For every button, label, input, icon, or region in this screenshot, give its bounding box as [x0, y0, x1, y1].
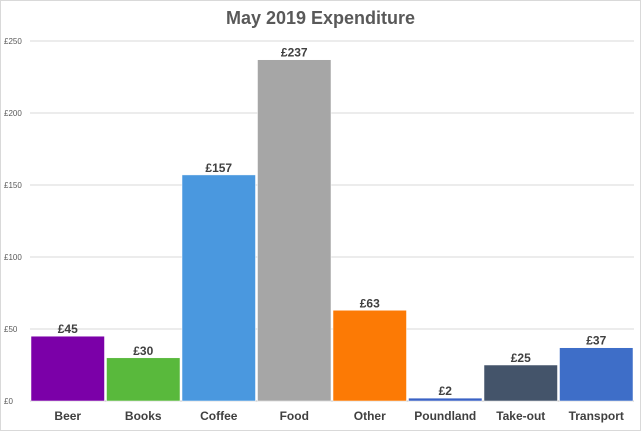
y-tick-label: £150 [4, 181, 22, 190]
x-tick-label: Books [125, 409, 162, 423]
y-tick-label: £50 [4, 325, 18, 334]
x-tick-label: Coffee [200, 409, 238, 423]
x-tick-label: Poundland [414, 409, 476, 423]
x-tick-label: Beer [54, 409, 81, 423]
bar-books[interactable] [106, 357, 181, 402]
data-label: £2 [439, 384, 453, 398]
bar-poundland[interactable] [408, 397, 483, 402]
bar-other[interactable] [332, 310, 407, 402]
data-label: £157 [205, 161, 232, 175]
data-label: £45 [58, 322, 78, 336]
bar-beer[interactable] [30, 335, 105, 402]
bar-coffee[interactable] [181, 174, 256, 402]
bar-food[interactable] [257, 59, 332, 402]
data-label: £237 [281, 46, 308, 60]
x-tick-label: Food [280, 409, 309, 423]
y-tick-label: £250 [4, 37, 22, 46]
data-label: £25 [511, 351, 531, 365]
y-tick-label: £200 [4, 109, 22, 118]
chart-title: May 2019 Expenditure [225, 8, 416, 28]
x-tick-label: Take-out [496, 409, 545, 423]
x-tick-label: Transport [569, 409, 624, 423]
data-label: £30 [133, 344, 153, 358]
y-tick-label: £100 [4, 253, 22, 262]
bar-take-out[interactable] [483, 364, 558, 402]
bar-transport[interactable] [559, 347, 634, 402]
y-tick-label: £0 [4, 397, 13, 406]
x-tick-label: Other [354, 409, 386, 423]
data-label: £63 [360, 296, 380, 310]
data-label: £37 [586, 334, 606, 348]
